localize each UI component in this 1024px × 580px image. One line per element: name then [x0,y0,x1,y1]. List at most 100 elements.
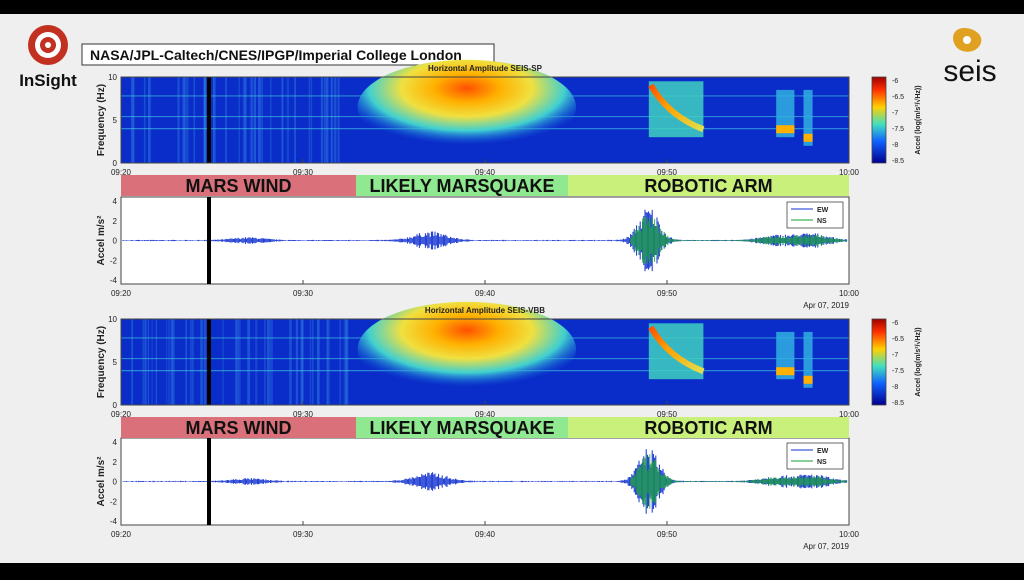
y-tick-label: -4 [110,276,118,285]
noise-stripe [151,319,153,405]
noise-stripe [131,77,134,163]
seis-logo-text: seis [943,55,996,88]
y-axis-label: Accel m/s² [96,456,107,507]
noise-stripe [236,319,239,405]
waveform-ns [630,454,848,509]
x-tick-label: 09:50 [657,168,678,177]
noise-stripe [147,319,149,405]
y-tick-label: 0 [113,478,118,487]
arm-chirp [648,325,705,375]
noise-stripe [225,77,227,163]
noise-stripe [258,77,261,163]
y-axis-label: Accel m/s² [96,215,107,266]
x-tick-label: 09:50 [657,410,678,419]
x-tick-label: 09:40 [475,168,496,177]
colorbar-tick-label: -6 [892,78,898,85]
annotation-label-wind: MARS WIND [186,418,292,438]
noise-stripe [310,77,313,163]
x-tick-label: 09:30 [293,289,314,298]
colorbar-tick-label: -8.5 [892,158,904,165]
colorbar-tick-label: -6 [892,320,898,327]
y-tick-label: 0 [113,237,118,246]
quake-energy [357,301,576,397]
noise-stripe [345,319,348,405]
insight-logo-text: InSight [19,71,77,90]
arm-peak [776,367,795,376]
y-tick-label: 10 [108,73,117,82]
colorbar-tick-label: -8.5 [892,400,904,407]
noise-stripe [264,319,266,405]
noise-stripe [324,77,326,163]
noise-stripe [247,319,251,405]
noise-stripe [170,319,174,405]
colorbar-tick-label: -7.5 [892,368,904,375]
legend-box [786,442,844,470]
arm-peak [803,133,813,142]
chart-title: Horizontal Amplitude SEIS-SP [428,64,543,73]
noise-stripe [289,319,291,405]
noise-stripe [144,319,147,405]
noise-stripe [177,77,180,163]
x-tick-label: 10:00 [839,168,860,177]
noise-stripe [311,319,314,405]
noise-stripe [339,319,341,405]
noise-stripe [270,77,272,163]
colorbar-label: Accel (log(m/s²/√Hz)) [914,85,922,154]
noise-stripe [330,77,334,163]
y-tick-label: 4 [113,438,118,447]
noise-stripe [131,319,133,405]
noise-stripe [193,77,196,163]
colorbar-label: Accel (log(m/s²/√Hz)) [914,327,922,396]
credit-box: NASA/JPL-Caltech/CNES/IPGP/Imperial Coll… [81,43,495,66]
colorbar [871,76,887,164]
annotation-label-arm: ROBOTIC ARM [644,176,772,196]
seis-logo: seis [943,28,997,88]
noise-stripe [143,77,146,163]
arm-energy [803,331,813,388]
legend-label: NS [817,218,827,225]
y-tick-label: -4 [110,517,118,526]
quake-energy [357,59,576,155]
legend-label: NS [817,459,827,466]
noise-stripe [183,77,187,163]
noise-stripe [289,319,292,405]
y-tick-label: -2 [110,497,118,506]
x-tick-label: 10:00 [839,530,860,539]
x-tick-label: 09:30 [293,410,314,419]
noise-stripe [190,319,192,405]
y-tick-label: -2 [110,256,118,265]
noise-stripe [192,319,194,405]
noise-stripe [268,319,271,405]
y-tick-label: 2 [113,458,118,467]
noise-stripe [202,319,204,405]
x-tick-label: 09:50 [657,530,678,539]
noise-stripe [237,319,241,405]
noise-stripe [316,319,320,405]
noise-stripe [309,319,312,405]
noise-stripe [235,319,237,405]
noise-stripe [131,77,134,163]
colorbar-tick-label: -8 [892,142,898,149]
arm-energy [803,89,813,146]
annotation-band-quake [356,417,568,438]
x-tick-label: 09:30 [293,168,314,177]
x-tick-label: 09:40 [475,289,496,298]
annotation-label-wind: MARS WIND [186,176,292,196]
colorbar-tick-label: -7 [892,110,898,117]
noise-stripe [212,77,215,163]
noise-stripe [294,77,297,163]
colorbar-tick-label: -6.5 [892,94,904,101]
y-axis-label: Frequency (Hz) [96,326,107,398]
annotation-band-arm [568,417,849,438]
y-tick-label: 2 [113,217,118,226]
noise-stripe [261,77,263,163]
noise-stripe [326,319,329,405]
x-tick-label: 09:30 [293,530,314,539]
noise-stripe [281,77,284,163]
noise-stripe [133,77,135,163]
noise-stripe [148,77,152,163]
noise-stripe [345,319,349,405]
colorbar-tick-label: -7.5 [892,126,904,133]
noise-stripe [200,319,203,405]
